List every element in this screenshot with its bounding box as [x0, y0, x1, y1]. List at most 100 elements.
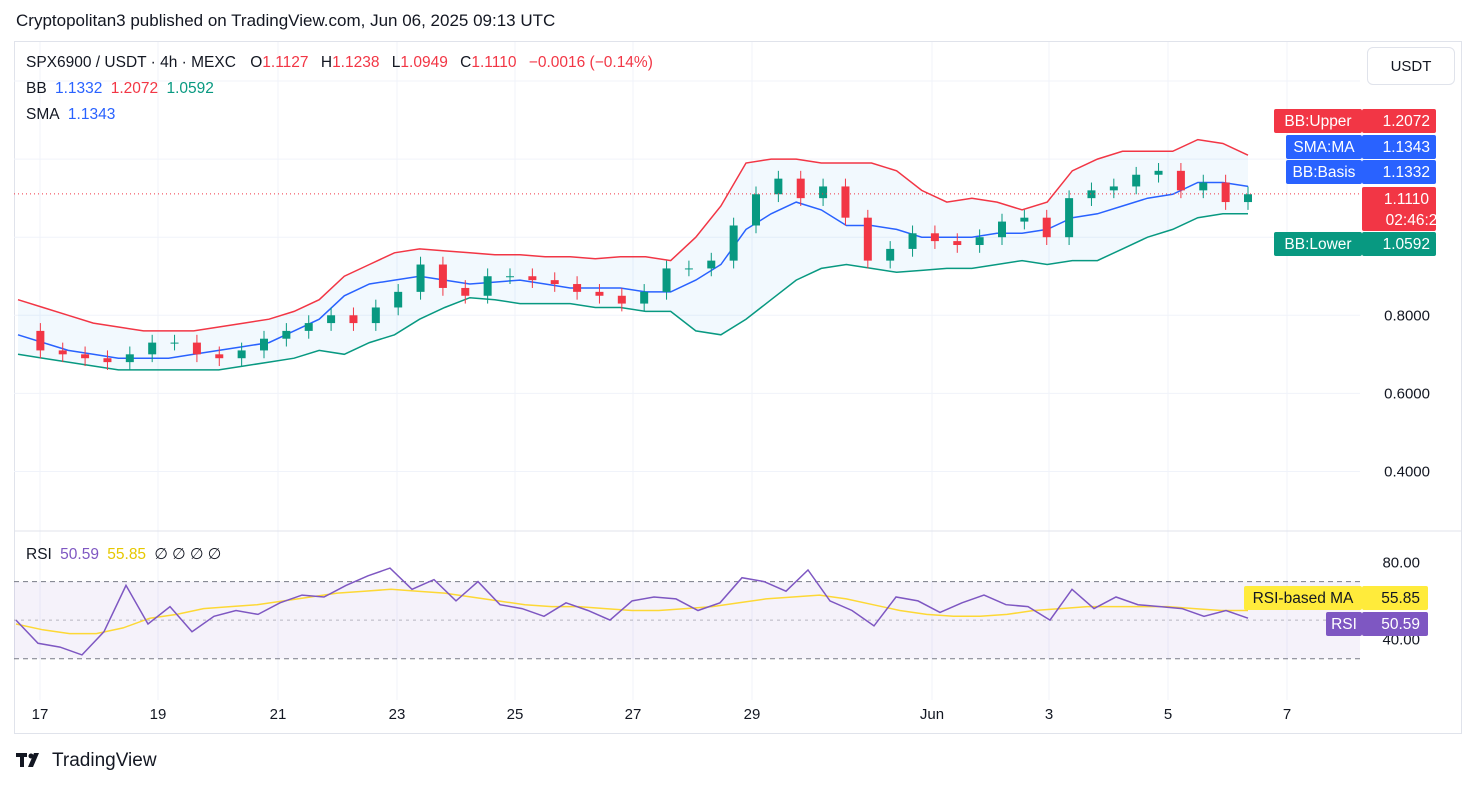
- x-tick-label: 3: [1045, 706, 1053, 723]
- rsi-label: RSI: [26, 546, 52, 563]
- bb-legend[interactable]: BB 1.1332 1.2072 1.0592: [26, 80, 218, 98]
- candle-body: [148, 342, 157, 355]
- x-tick-label: Jun: [920, 706, 944, 723]
- candle-body: [282, 330, 291, 339]
- tradingview-logo[interactable]: TradingView: [16, 750, 157, 772]
- candle-body: [506, 276, 514, 278]
- candle-body: [528, 276, 537, 281]
- price-tag-label-box: [1274, 232, 1362, 256]
- candle-body: [863, 217, 872, 261]
- open-label: O: [250, 54, 263, 71]
- x-tick-label: 23: [389, 706, 406, 723]
- price-tag-value: 1.0592: [1383, 236, 1430, 253]
- candle-body: [349, 315, 358, 324]
- tradingview-brand: TradingView: [52, 750, 157, 771]
- x-tick-label: 29: [744, 706, 761, 723]
- candle-body: [1109, 186, 1118, 191]
- candle-body: [416, 264, 425, 292]
- candle-body: [707, 260, 716, 269]
- candles: [14, 163, 1360, 370]
- price-tag-value-box: [1362, 232, 1436, 256]
- x-tick-label: 21: [270, 706, 287, 723]
- candle-body: [1087, 190, 1096, 199]
- bb-label: BB: [26, 80, 47, 97]
- high-value: 1.1238: [332, 54, 380, 71]
- candle-body: [1154, 170, 1163, 175]
- bb-basis-value: 1.1332: [55, 80, 103, 97]
- bb-upper-value: 1.2072: [110, 80, 159, 97]
- candle-body: [886, 248, 895, 261]
- rsi-ma-value: 55.85: [107, 546, 147, 563]
- candle-body: [215, 354, 224, 359]
- change-value: −0.0016 (−0.14%): [528, 54, 653, 71]
- candle-body: [662, 268, 671, 292]
- candle-body: [1221, 182, 1230, 203]
- candle-body: [684, 268, 693, 270]
- candle-body: [819, 186, 828, 199]
- currency-button[interactable]: USDT: [1367, 47, 1455, 85]
- sma-legend[interactable]: SMA 1.1343: [26, 106, 119, 124]
- candle-body: [550, 280, 559, 285]
- candle-body: [1199, 182, 1208, 191]
- candle-body: [327, 315, 336, 324]
- rsi-extra-values: ∅ ∅ ∅ ∅: [154, 546, 222, 563]
- price-tag-value: 1.1332: [1383, 164, 1430, 181]
- price-tag-label: BB:Upper: [1284, 113, 1351, 130]
- candle-body: [1176, 170, 1185, 191]
- candle-body: [640, 291, 649, 304]
- candle-body: [975, 237, 984, 246]
- candle-body: [908, 233, 917, 249]
- candle-body: [774, 178, 783, 195]
- rsi-tag-value: 55.85: [1381, 590, 1420, 607]
- candle-body: [394, 291, 403, 308]
- price-tag-value-box: [1362, 135, 1436, 159]
- candle-body: [998, 221, 1006, 238]
- last-price-tag: [1362, 187, 1436, 231]
- rsi-value: 50.59: [60, 546, 99, 563]
- price-tag-label: BB:Lower: [1284, 236, 1351, 253]
- candle-body: [617, 295, 626, 304]
- rsi-tag-label: RSI: [1331, 616, 1357, 633]
- x-tick-label: 17: [32, 706, 49, 723]
- axes: 17 19 21 23 25 27 29 Jun 3 5 7 0.8000 0.6000 0.4000 80…: [32, 307, 1430, 723]
- price-tag-label-box: [1286, 135, 1362, 159]
- rsi-tag-label-box: [1326, 612, 1362, 636]
- candle-body: [103, 358, 112, 363]
- rsi-tag-value-box: [1362, 586, 1428, 610]
- countdown-value: 02:46:26: [1386, 212, 1446, 229]
- candle-body: [237, 350, 246, 359]
- bb-lower-value: 1.0592: [166, 80, 214, 97]
- candle-body: [1065, 198, 1074, 238]
- candle-body: [461, 287, 470, 296]
- price-tag-value-box: [1362, 160, 1436, 184]
- rsi-tag-label: RSI-based MA: [1253, 590, 1354, 607]
- price-tag-value: 1.2072: [1383, 113, 1430, 130]
- candle-body: [304, 323, 313, 331]
- close-label: C: [460, 54, 472, 71]
- rsi-line: [15, 567, 1249, 656]
- bb-lower-line: [17, 213, 1248, 371]
- candle-body: [260, 338, 268, 351]
- tradingview-logo-icon: [16, 753, 39, 767]
- candle-body: [595, 291, 604, 296]
- close-value: 1.1110: [471, 54, 517, 71]
- sma-label: SMA: [26, 106, 60, 123]
- candle-body: [371, 307, 380, 324]
- candle-body: [81, 354, 90, 359]
- candle-body: [438, 264, 447, 288]
- candle-body: [483, 276, 492, 296]
- rsi-tag-label-box: [1244, 586, 1362, 610]
- price-tag-label: BB:Basis: [1293, 164, 1356, 181]
- price-tags: BB:Upper 1.2072 SMA:MA 1.1343 BB:Basis 1.1332…: [1244, 109, 1446, 636]
- x-tick-label: 5: [1164, 706, 1172, 723]
- rsi-legend[interactable]: RSI 50.59 55.85 ∅ ∅ ∅ ∅: [26, 545, 225, 564]
- chart-frame[interactable]: [14, 41, 1462, 734]
- candle-body: [752, 194, 760, 226]
- sma-value: 1.1343: [67, 106, 116, 123]
- x-tick-label: 25: [507, 706, 524, 723]
- rsi-pane: [14, 567, 1360, 660]
- candle-body: [58, 350, 67, 355]
- rsi-axis-label: 80.00: [1382, 554, 1420, 571]
- price-tag-label-box: [1286, 160, 1362, 184]
